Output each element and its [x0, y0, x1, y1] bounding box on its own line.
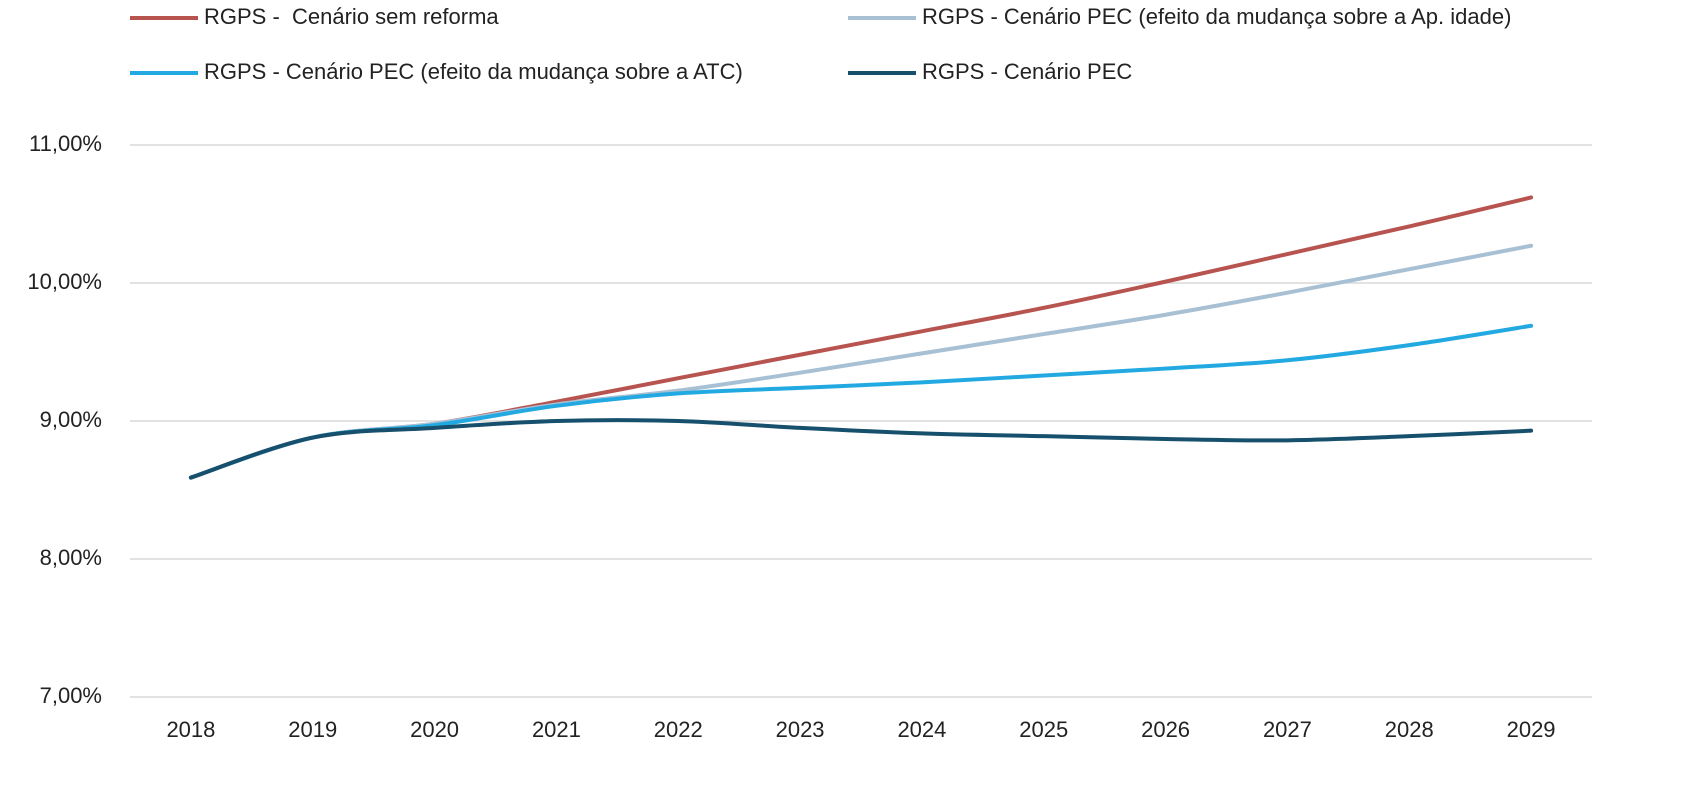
y-tick-label: 9,00% — [40, 407, 102, 432]
x-tick-label: 2029 — [1507, 717, 1556, 742]
series-line — [188, 418, 1534, 480]
x-tick-label: 2025 — [1019, 717, 1068, 742]
x-tick-label: 2026 — [1141, 717, 1190, 742]
x-tick-label: 2028 — [1385, 717, 1434, 742]
legend-label: RGPS - Cenário sem reforma — [204, 4, 499, 29]
x-tick-label: 2024 — [897, 717, 946, 742]
series-line — [188, 323, 1534, 480]
x-tick-label: 2018 — [166, 717, 215, 742]
series-line — [188, 243, 1534, 480]
x-tick-label: 2019 — [288, 717, 337, 742]
x-tick-label: 2023 — [776, 717, 825, 742]
series-line — [188, 195, 1534, 480]
y-tick-label: 8,00% — [40, 545, 102, 570]
x-tick-label: 2020 — [410, 717, 459, 742]
legend-label: RGPS - Cenário PEC (efeito da mudança so… — [204, 59, 743, 84]
legend-label: RGPS - Cenário PEC — [922, 59, 1132, 84]
legend-label: RGPS - Cenário PEC (efeito da mudança so… — [922, 4, 1511, 29]
x-tick-label: 2027 — [1263, 717, 1312, 742]
y-tick-label: 10,00% — [27, 269, 102, 294]
x-tick-label: 2022 — [654, 717, 703, 742]
y-tick-label: 11,00% — [29, 131, 102, 156]
x-tick-label: 2021 — [532, 717, 581, 742]
y-tick-label: 7,00% — [40, 683, 102, 708]
